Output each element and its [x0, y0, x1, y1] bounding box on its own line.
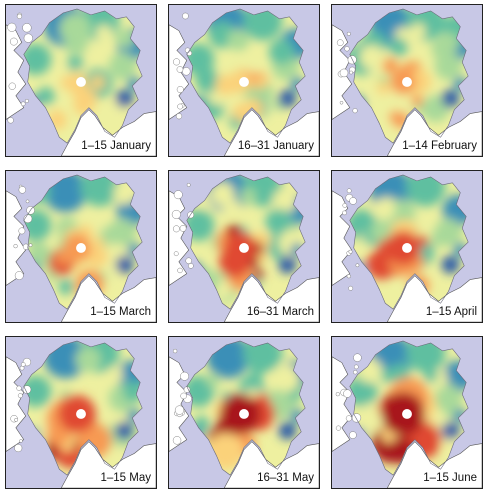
sea-ice-map — [6, 171, 156, 322]
map-panel-2: 16–31 January — [168, 4, 320, 157]
map-panel-1: 1–15 January — [5, 4, 157, 157]
panel-label: 16–31 January — [235, 139, 316, 153]
panel-label: 1–15 March — [88, 305, 153, 319]
map-panel-3: 1–14 February — [331, 4, 483, 157]
sea-ice-map — [332, 5, 482, 156]
panel-label: 1–15 May — [98, 471, 153, 485]
panel-label: 16–31 March — [244, 305, 316, 319]
sea-ice-map — [6, 337, 156, 488]
panel-label: 16–31 May — [255, 471, 316, 485]
panel-label: 1–14 February — [400, 139, 479, 153]
panel-label: 1–15 April — [423, 305, 479, 319]
map-panel-5: 16–31 March — [168, 170, 320, 323]
sea-ice-map — [169, 171, 319, 322]
map-panel-6: 1–15 April — [331, 170, 483, 323]
sea-ice-map — [332, 337, 482, 488]
sea-ice-map — [169, 337, 319, 488]
panel-label: 1–15 June — [421, 471, 479, 485]
sea-ice-map — [332, 171, 482, 322]
panel-label: 1–15 January — [79, 139, 153, 153]
map-panel-8: 16–31 May — [168, 336, 320, 489]
sea-ice-map — [169, 5, 319, 156]
map-panel-9: 1–15 June — [331, 336, 483, 489]
map-panel-7: 1–15 May — [5, 336, 157, 489]
sea-ice-map — [6, 5, 156, 156]
map-panel-4: 1–15 March — [5, 170, 157, 323]
